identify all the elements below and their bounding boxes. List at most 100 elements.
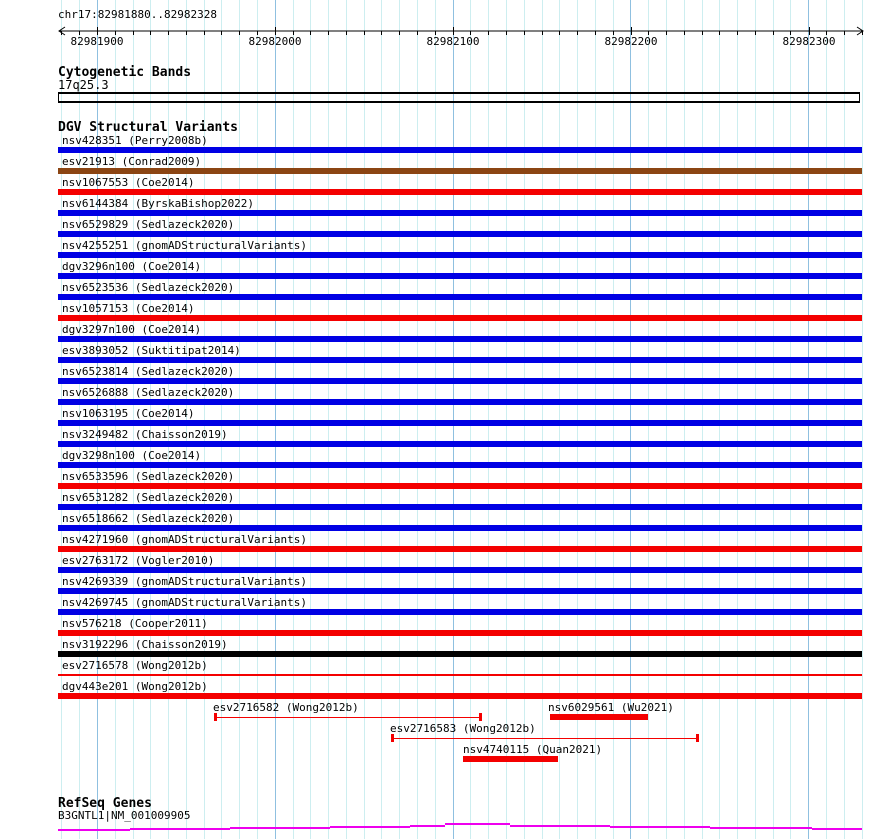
- grid-minor-line: [381, 0, 383, 839]
- variant-bar[interactable]: [58, 399, 862, 405]
- ruler-minor-tick: [221, 31, 223, 35]
- variant-bar[interactable]: [58, 567, 862, 573]
- variant-bar[interactable]: [58, 252, 862, 258]
- grid-minor-line: [488, 0, 490, 839]
- grid-minor-line: [665, 0, 667, 839]
- variant-bar[interactable]: [58, 525, 862, 531]
- variant-bar[interactable]: [58, 168, 862, 174]
- variant-label: esv2716582 (Wong2012b): [213, 701, 359, 714]
- grid-minor-line: [239, 0, 241, 839]
- ruler-minor-tick: [114, 31, 116, 35]
- grid-minor-line: [559, 0, 561, 839]
- ruler-tick-label: 82982100: [426, 35, 480, 48]
- grid-major-line: [452, 0, 454, 839]
- variant-label: nsv6529829 (Sedlazeck2020): [62, 218, 235, 231]
- variant-bar[interactable]: [58, 147, 862, 153]
- variant-bar[interactable]: [58, 504, 862, 510]
- variant-label: nsv1057153 (Coe2014): [62, 302, 195, 315]
- ruler-minor-tick: [168, 31, 170, 35]
- variant-bar[interactable]: [463, 756, 558, 762]
- variant-bar[interactable]: [58, 651, 862, 657]
- ruler-minor-tick: [648, 31, 650, 35]
- variant-span-line[interactable]: [392, 738, 697, 739]
- refseq-gene-line[interactable]: [58, 829, 130, 831]
- ruler-minor-tick: [185, 31, 187, 35]
- refseq-gene-line[interactable]: [130, 828, 230, 830]
- ruler-tick-label: 82982200: [604, 35, 658, 48]
- variant-bar[interactable]: [58, 441, 862, 447]
- variant-bar[interactable]: [58, 588, 862, 594]
- variant-label: esv2716583 (Wong2012b): [390, 722, 536, 735]
- variant-line[interactable]: [58, 674, 862, 676]
- variant-span-left-cap: [391, 734, 394, 742]
- grid-minor-line: [541, 0, 543, 839]
- grid-minor-line: [328, 0, 330, 839]
- ruler-minor-tick: [612, 31, 614, 35]
- variant-label: esv21913 (Conrad2009): [62, 155, 202, 168]
- ruler-minor-tick: [470, 31, 472, 35]
- variant-label: nsv3249482 (Chaisson2019): [62, 428, 228, 441]
- refseq-gene-line[interactable]: [410, 825, 445, 827]
- variant-bar[interactable]: [58, 420, 862, 426]
- ruler-minor-tick: [203, 31, 205, 35]
- refseq-gene-line[interactable]: [710, 827, 812, 829]
- ruler-minor-tick: [363, 31, 365, 35]
- variant-bar[interactable]: [58, 336, 862, 342]
- variant-bar[interactable]: [58, 231, 862, 237]
- grid-minor-line: [772, 0, 774, 839]
- variant-bar[interactable]: [58, 378, 862, 384]
- cytoband-band[interactable]: [58, 92, 860, 103]
- ruler-minor-tick: [328, 31, 330, 35]
- refseq-gene-line[interactable]: [610, 826, 710, 828]
- refseq-gene-line[interactable]: [230, 827, 330, 829]
- variant-label: nsv6518662 (Sedlazeck2020): [62, 512, 235, 525]
- ruler-minor-tick: [825, 31, 827, 35]
- variant-bar[interactable]: [58, 210, 862, 216]
- variant-label: nsv6029561 (Wu2021): [548, 701, 674, 714]
- variant-bar[interactable]: [58, 609, 862, 615]
- grid-minor-line: [61, 0, 63, 839]
- variant-label: esv2716578 (Wong2012b): [62, 659, 208, 672]
- variant-label: nsv6526888 (Sedlazeck2020): [62, 386, 235, 399]
- refseq-gene-line[interactable]: [445, 823, 510, 825]
- variant-bar[interactable]: [550, 714, 648, 720]
- variant-bar[interactable]: [58, 693, 862, 699]
- variant-bar[interactable]: [58, 294, 862, 300]
- variant-span-line[interactable]: [215, 717, 480, 718]
- ruler-minor-tick: [594, 31, 596, 35]
- grid-minor-line: [168, 0, 170, 839]
- variant-label: nsv4271960 (gnomADStructuralVariants): [62, 533, 308, 546]
- ruler-minor-tick: [150, 31, 152, 35]
- grid-major-line: [808, 0, 810, 839]
- ruler-minor-tick: [257, 31, 258, 35]
- variant-bar[interactable]: [58, 462, 862, 468]
- variant-label: nsv428351 (Perry2008b): [62, 134, 208, 147]
- ruler-minor-tick: [683, 31, 685, 35]
- variant-bar[interactable]: [58, 273, 862, 279]
- grid-minor-line: [737, 0, 738, 839]
- variant-bar[interactable]: [58, 357, 862, 363]
- variant-bar[interactable]: [58, 483, 862, 489]
- grid-minor-line: [719, 0, 721, 839]
- ruler-minor-tick: [399, 31, 401, 35]
- variant-label: nsv6144384 (ByrskaBishop2022): [62, 197, 255, 210]
- refseq-gene-line[interactable]: [812, 828, 862, 830]
- variant-label: nsv6531282 (Sedlazeck2020): [62, 491, 235, 504]
- variant-label: dgv3296n100 (Coe2014): [62, 260, 202, 273]
- ruler-minor-tick: [132, 31, 134, 35]
- ruler-major-tick: [809, 27, 810, 35]
- variant-bar[interactable]: [58, 189, 862, 195]
- grid-minor-line: [434, 0, 436, 839]
- ruler-minor-tick: [665, 31, 667, 35]
- refseq-gene-line[interactable]: [330, 826, 410, 828]
- variant-label: nsv576218 (Cooper2011): [62, 617, 208, 630]
- grid-minor-line: [577, 0, 578, 839]
- variant-bar[interactable]: [58, 630, 862, 636]
- variant-bar[interactable]: [58, 315, 862, 321]
- variant-span-left-cap: [214, 713, 217, 721]
- grid-minor-line: [683, 0, 685, 839]
- variant-label: nsv6533596 (Sedlazeck2020): [62, 470, 235, 483]
- refseq-gene-line[interactable]: [510, 825, 610, 827]
- variant-bar[interactable]: [58, 546, 862, 552]
- grid-minor-line: [861, 0, 863, 839]
